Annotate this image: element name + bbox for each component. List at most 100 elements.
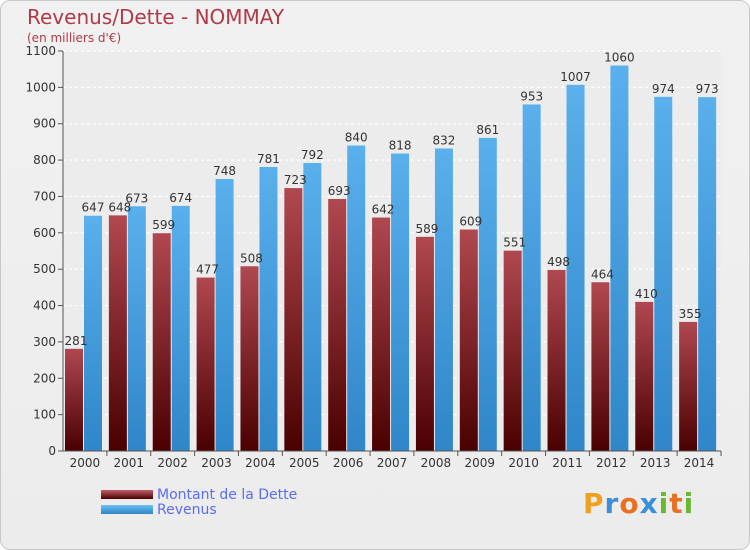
bar-debt [591,282,610,451]
x-tick-label: 2002 [157,456,188,470]
y-tick-label: 700 [33,189,56,203]
data-label-debt: 281 [65,334,88,348]
logo-letter: t [669,487,684,520]
data-label-debt: 355 [679,307,702,321]
bar-debt [372,217,391,451]
x-tick-label: 2007 [377,456,408,470]
bar-revenue [434,148,453,452]
bars [65,65,717,452]
data-label-revenue: 781 [257,152,280,166]
legend-label-debt: Montant de la Dette [157,487,298,503]
x-tick-label: 2011 [552,456,583,470]
x-tick-label: 2005 [289,456,320,470]
bar-debt [503,250,522,451]
logo-letter: i [683,487,695,520]
bar-revenue [303,163,322,451]
x-tick-label: 2012 [596,456,627,470]
data-label-debt: 508 [240,251,263,265]
x-tick-label: 2001 [114,456,145,470]
bar-revenue [347,145,366,451]
x-tick-label: 2010 [508,456,539,470]
bar-revenue [654,96,673,452]
data-label-debt: 477 [196,263,219,277]
bar-revenue [478,137,497,451]
data-label-debt: 609 [459,215,482,229]
bar-debt [108,215,127,451]
y-tick-label: 300 [33,335,56,349]
data-label-debt: 642 [372,203,395,217]
y-tick-label: 200 [33,371,56,385]
data-label-debt: 599 [152,218,175,232]
bar-debt [459,229,478,451]
logo-letter: P [583,487,605,520]
bar-debt [328,199,347,451]
bar-revenue [698,97,717,451]
bar-debt [284,188,303,451]
data-label-revenue: 673 [125,191,148,205]
y-tick-label: 0 [48,444,56,458]
y-tick-label: 1100 [25,44,56,58]
data-label-revenue: 818 [389,139,412,153]
y-tick-label: 800 [33,153,56,167]
bar-revenue [127,206,146,451]
y-tick-label: 400 [33,299,56,313]
data-label-revenue: 861 [476,123,499,137]
bar-debt [679,321,698,451]
data-label-revenue: 1007 [560,70,591,84]
x-tick-label: 2003 [201,456,232,470]
bar-debt [415,236,434,451]
y-tick-label: 1000 [25,80,56,94]
logo-letter: o [619,487,640,520]
bar-revenue [610,65,629,451]
data-label-revenue: 748 [213,164,236,178]
bar-debt [196,277,215,451]
data-label-revenue: 832 [432,133,455,147]
x-tick-label: 2014 [684,456,715,470]
bar-revenue [566,84,585,452]
bar-debt [65,348,83,451]
chart-subtitle: (en milliers d'€) [27,31,122,45]
legend-label-revenue: Revenus [157,502,217,518]
logo-letter: i [658,487,670,520]
y-tick-label: 900 [33,117,56,131]
y-tick-label: 500 [33,262,56,276]
bar-revenue [259,167,278,451]
legend-swatch-revenue [101,505,153,514]
data-label-debt: 723 [284,173,307,187]
logo-letter: x [639,487,659,520]
bar-revenue [84,215,102,451]
data-label-revenue: 792 [301,148,324,162]
data-label-revenue: 953 [520,89,543,103]
data-label-revenue: 1060 [604,51,635,65]
data-label-revenue: 840 [345,131,368,145]
x-tick-label: 2006 [333,456,364,470]
bar-revenue [171,205,190,451]
data-label-revenue: 674 [169,191,192,205]
bar-debt [547,269,566,451]
data-label-revenue: 973 [696,82,719,96]
data-label-debt: 551 [503,236,526,250]
data-label-debt: 648 [108,200,131,214]
x-tick-label: 2013 [640,456,671,470]
bar-revenue [522,104,541,452]
axes: 0 100 200 300 400 500 600 700 800 900 1000 1100 2000… [25,44,722,470]
data-label-debt: 410 [635,287,658,301]
bar-revenue [215,179,234,451]
data-label-debt: 589 [415,222,438,236]
x-tick-label: 2009 [464,456,495,470]
data-label-debt: 693 [328,184,351,198]
bar-debt [152,233,171,451]
bar-debt [240,266,259,451]
data-label-debt: 498 [547,255,570,269]
logo-letter: r [604,487,620,520]
x-tick-label: 2000 [70,456,101,470]
x-tick-label: 2004 [245,456,276,470]
x-tick-label: 2008 [421,456,452,470]
data-label-debt: 464 [591,267,614,281]
proxiti-logo[interactable]: Proxiti [583,487,694,520]
y-tick-label: 600 [33,226,56,240]
bar-debt [635,301,654,451]
